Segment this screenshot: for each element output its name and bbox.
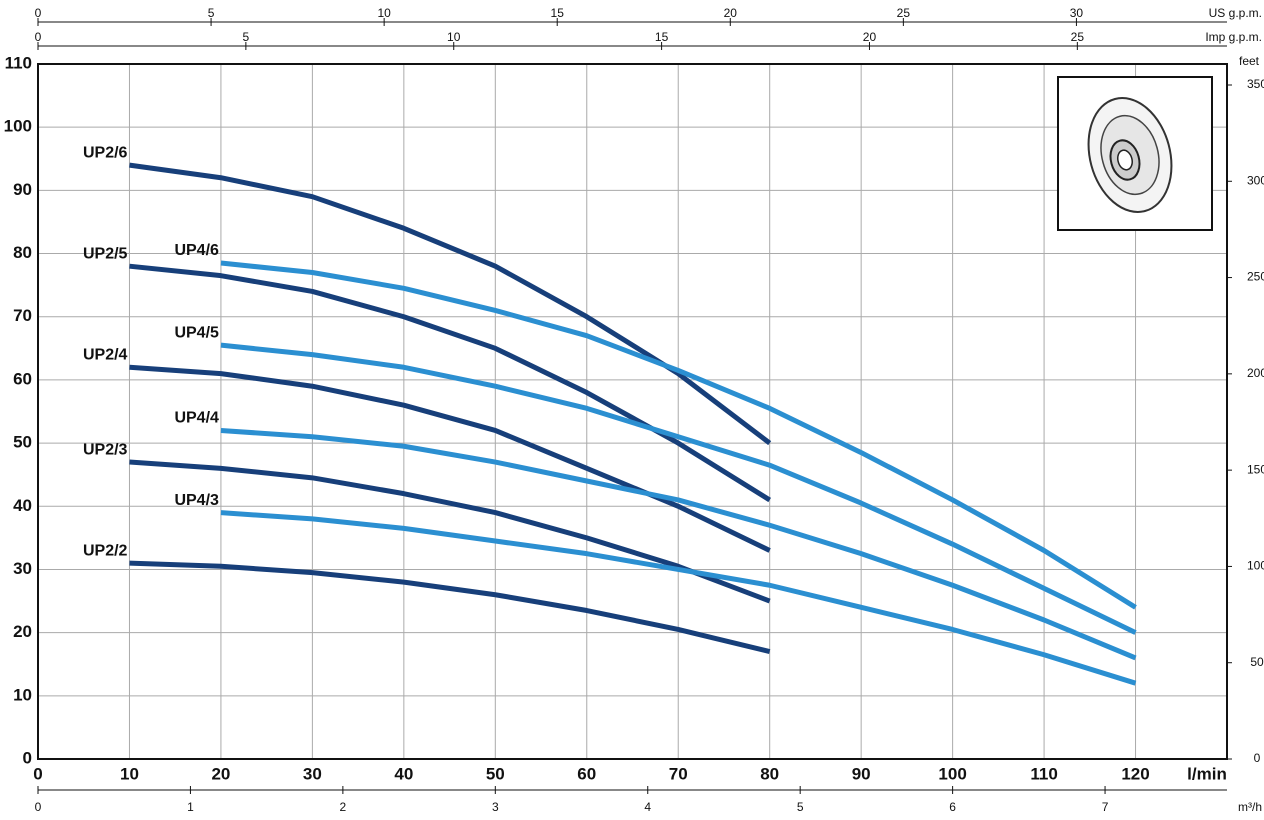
- curve-label: UP4/6: [174, 242, 219, 259]
- curve: [129, 364, 771, 553]
- x-tick-label: 30: [303, 764, 322, 783]
- curve-label: UP2/2: [83, 542, 128, 559]
- axis-tick-label: 0: [35, 6, 42, 20]
- axis-tick-label: 5: [208, 6, 215, 20]
- curve-label: UP4/4: [174, 410, 219, 427]
- y-tick-label: 30: [13, 559, 32, 578]
- x-tick-label: 10: [120, 764, 139, 783]
- x-tick-label: 50: [486, 764, 505, 783]
- y-tick-label: 50: [13, 433, 32, 452]
- axis-tick-label: 5: [243, 30, 250, 44]
- y-tick-label: 80: [13, 243, 32, 262]
- curve: [220, 260, 1137, 610]
- x-tick-label: 120: [1121, 764, 1149, 783]
- y-tick-label: 70: [13, 306, 32, 325]
- x-tick-label: 20: [211, 764, 230, 783]
- axis-tick-label: 30: [1070, 6, 1084, 20]
- axis-tick-label: 4: [644, 800, 651, 814]
- axis-label: US g.p.m.: [1209, 6, 1262, 20]
- axis-tick-label: 7: [1102, 800, 1109, 814]
- y2-tick-label: 350: [1247, 77, 1264, 91]
- curve: [220, 510, 1137, 686]
- y-tick-label: 110: [5, 53, 32, 72]
- y2-tick-label: 150: [1247, 462, 1264, 476]
- x-tick-label: 0: [33, 764, 42, 783]
- y-tick-label: 90: [13, 180, 32, 199]
- curve-label: UP4/3: [174, 492, 219, 509]
- axis-tick-label: 0: [35, 30, 42, 44]
- y2-tick-label: 0: [1254, 751, 1261, 765]
- axis-label: Imp g.p.m.: [1205, 30, 1262, 44]
- axis-tick-label: 0: [35, 800, 42, 814]
- y-tick-label: 0: [23, 748, 32, 767]
- curve: [129, 162, 772, 446]
- y-tick-label: 60: [13, 369, 32, 388]
- curve-label: UP4/5: [174, 324, 219, 341]
- axis-tick-label: 5: [797, 800, 804, 814]
- curve: [129, 459, 771, 604]
- axis-label: m³/h: [1238, 800, 1262, 814]
- y2-tick-label: 250: [1247, 270, 1264, 284]
- x-tick-label: 80: [760, 764, 779, 783]
- y2-axis-label: feet: [1239, 54, 1260, 68]
- x-tick-label: 90: [852, 764, 871, 783]
- curve-label: UP2/6: [83, 144, 128, 161]
- curve-label: UP2/3: [83, 441, 128, 458]
- curve-label: UP2/5: [83, 245, 128, 262]
- y2-tick-label: 100: [1247, 559, 1264, 573]
- axis-tick-label: 6: [949, 800, 956, 814]
- axis-tick-label: 1: [187, 800, 194, 814]
- axis-tick-label: 25: [897, 6, 911, 20]
- curve: [129, 560, 771, 655]
- curve-label: UP2/4: [83, 346, 128, 363]
- curve: [220, 342, 1137, 635]
- pump-image: [1057, 76, 1213, 231]
- axis-tick-label: 15: [655, 30, 669, 44]
- y-tick-label: 40: [13, 496, 32, 515]
- axis-tick-label: 10: [447, 30, 461, 44]
- x-tick-label: 40: [394, 764, 413, 783]
- axis-tick-label: 20: [724, 6, 738, 20]
- curve: [220, 427, 1137, 661]
- axis-tick-label: 25: [1071, 30, 1085, 44]
- y-tick-label: 20: [13, 622, 32, 641]
- x-tick-label: 70: [669, 764, 688, 783]
- axis-tick-label: 2: [340, 800, 347, 814]
- plot-frame: [37, 63, 1228, 760]
- axis-tick-label: 10: [377, 6, 391, 20]
- x-tick-label: 100: [938, 764, 966, 783]
- y2-tick-label: 50: [1250, 655, 1264, 669]
- x-tick-label: 60: [577, 764, 596, 783]
- y2-tick-label: 200: [1247, 366, 1264, 380]
- x-tick-label: 110: [1030, 764, 1057, 783]
- axis-tick-label: 3: [492, 800, 499, 814]
- y-tick-label: 10: [13, 685, 32, 704]
- axis-tick-label: 15: [551, 6, 565, 20]
- y2-tick-label: 300: [1247, 173, 1264, 187]
- axis-tick-label: 20: [863, 30, 877, 44]
- y-tick-label: 100: [4, 117, 32, 136]
- x-axis-label: l/min: [1187, 764, 1227, 783]
- curve: [129, 263, 772, 503]
